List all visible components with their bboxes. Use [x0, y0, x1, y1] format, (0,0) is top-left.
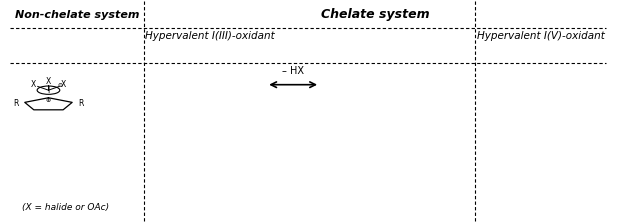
Text: X: X	[31, 80, 36, 89]
Text: X: X	[46, 77, 51, 86]
Text: R: R	[13, 99, 19, 108]
Text: (X = halide or OAc): (X = halide or OAc)	[22, 203, 109, 212]
Text: Hypervalent I(III)-oxidant: Hypervalent I(III)-oxidant	[145, 32, 274, 42]
Text: X: X	[61, 80, 66, 89]
Text: ⊕: ⊕	[46, 97, 51, 103]
Text: I: I	[47, 86, 50, 95]
Text: ⊖: ⊖	[58, 83, 63, 88]
Text: – HX: – HX	[282, 66, 304, 76]
Text: Non-chelate system: Non-chelate system	[15, 10, 139, 20]
Text: R: R	[78, 99, 84, 108]
Text: Chelate system: Chelate system	[321, 8, 430, 21]
Text: Hypervalent I(V)-oxidant: Hypervalent I(V)-oxidant	[477, 32, 605, 42]
